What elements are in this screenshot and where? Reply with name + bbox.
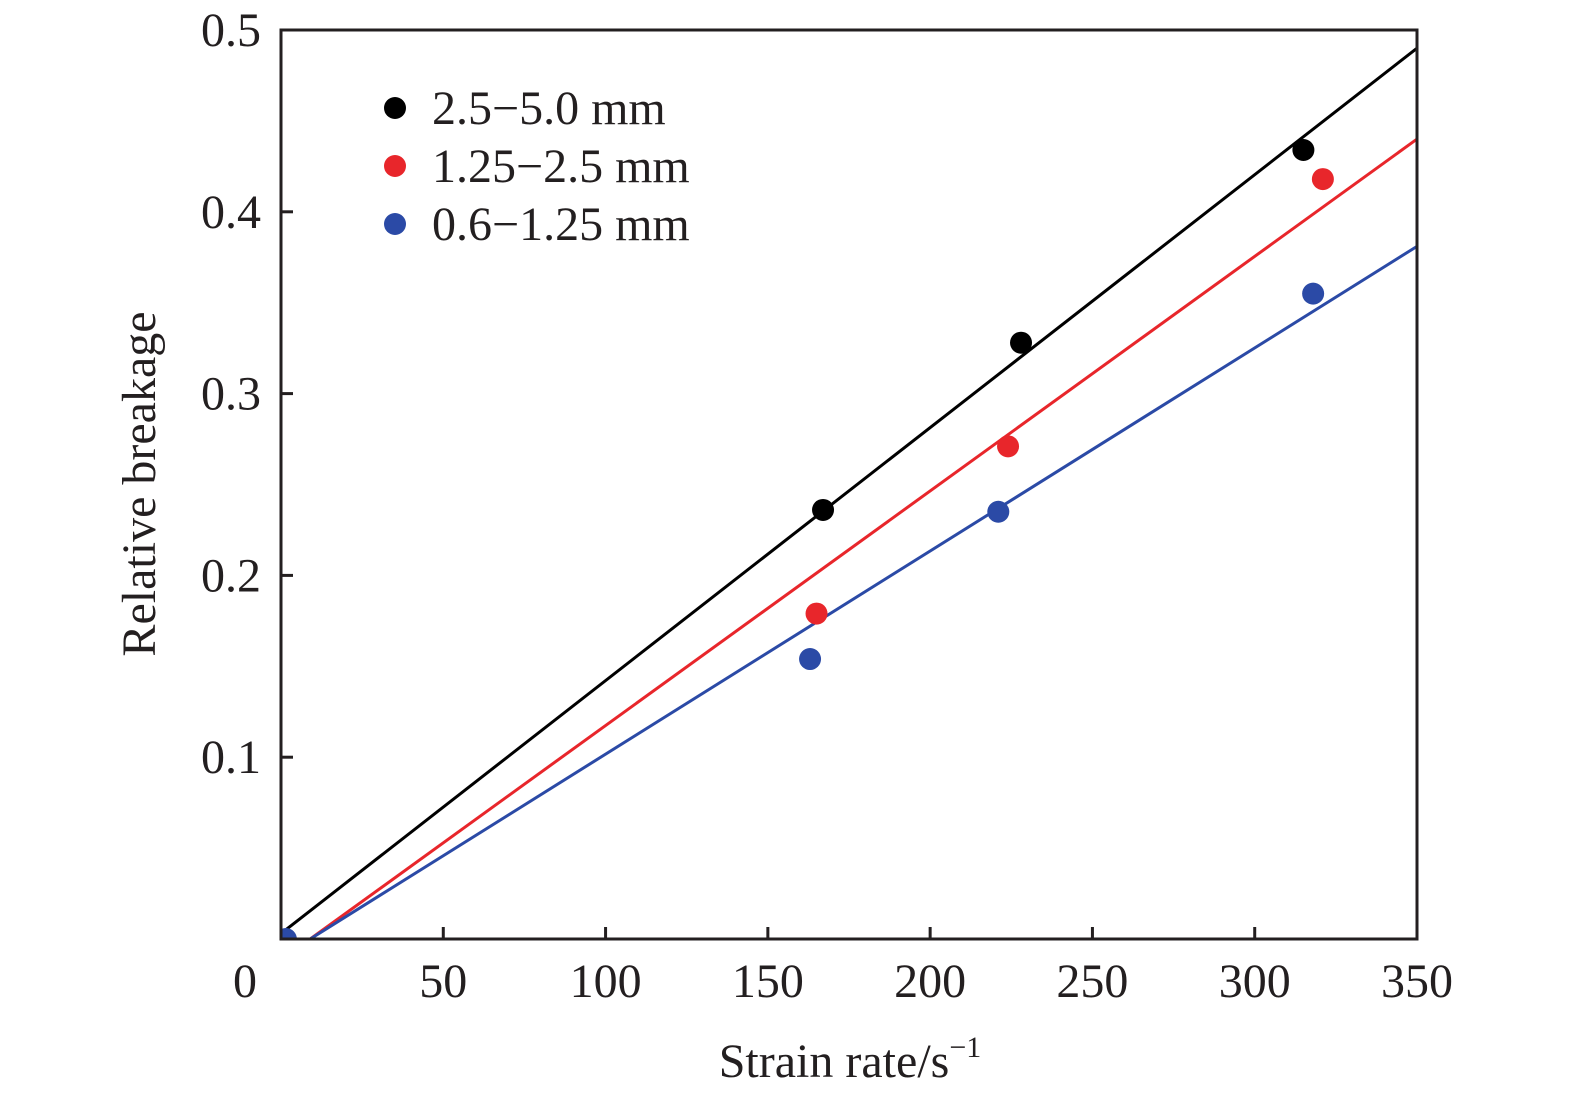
x-tick-label: 150	[732, 955, 804, 1008]
data-point-series-3-3	[987, 500, 1010, 523]
legend-marker-series-1	[384, 97, 406, 119]
data-point-series-1-1	[812, 498, 835, 521]
fit-line-series-1	[281, 46, 1417, 935]
x-tick-label: 200	[894, 955, 966, 1008]
data-point-series-3-1	[281, 928, 297, 939]
y-tick-label: 0.1	[201, 731, 261, 784]
legend-label-series-3: 0.6−1.25 mm	[432, 198, 690, 251]
y-tick-label: 0.5	[201, 4, 261, 57]
data-points	[281, 138, 1334, 939]
legend-marker-series-3	[384, 213, 406, 235]
x-axis-title: Strain rate/s−1	[719, 1031, 982, 1088]
tick-labels: 0 50 100 150 200 250 300 350 0.1 0.2 0.3 0.4 0.5	[201, 4, 1453, 1008]
legend-label-series-1: 2.5−5.0 mm	[432, 82, 666, 135]
fit-line-series-2	[309, 137, 1417, 939]
x-tick-label: 50	[419, 955, 467, 1008]
data-point-series-2-2	[997, 435, 1020, 458]
y-tick-label: 0.4	[201, 186, 261, 239]
y-axis-title: Relative breakage	[113, 311, 166, 656]
x-tick-label: 0	[233, 955, 257, 1008]
x-tick-label: 350	[1381, 955, 1453, 1008]
plot-frame	[279, 28, 1419, 941]
legend: 2.5−5.0 mm1.25−2.5 mm0.6−1.25 mm	[384, 82, 690, 251]
axis-ticks	[279, 28, 1419, 939]
legend-marker-series-2	[384, 155, 406, 177]
x-tick-label: 250	[1056, 955, 1128, 1008]
fit-line-series-3	[309, 245, 1417, 939]
data-point-series-3-4	[1302, 282, 1325, 305]
y-tick-label: 0.2	[201, 549, 261, 602]
x-tick-label: 300	[1219, 955, 1291, 1008]
data-point-series-1-2	[1010, 331, 1033, 354]
data-point-series-2-1	[805, 602, 828, 625]
fit-lines	[281, 46, 1417, 939]
data-point-series-1-3	[1292, 138, 1315, 161]
data-point-series-3-2	[799, 648, 822, 671]
x-tick-label: 100	[570, 955, 642, 1008]
legend-label-series-2: 1.25−2.5 mm	[432, 140, 690, 193]
data-point-series-2-3	[1311, 168, 1334, 191]
x-axis-title-superscript: −1	[949, 1031, 981, 1064]
y-tick-label: 0.3	[201, 368, 261, 421]
